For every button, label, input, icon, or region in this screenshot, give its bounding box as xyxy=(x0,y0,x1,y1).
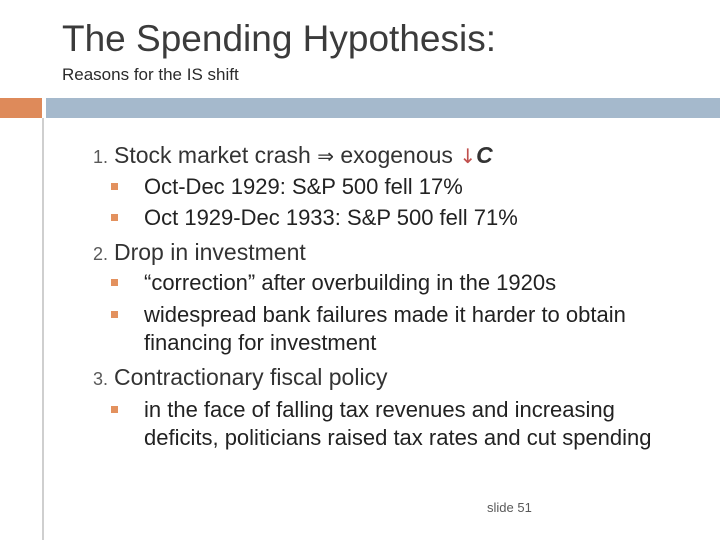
down-arrow-icon: ↓ xyxy=(459,144,477,168)
sub-item-text: Oct 1929-Dec 1933: S&P 500 fell 71% xyxy=(144,205,518,230)
slide-title: The Spending Hypothesis: xyxy=(62,18,496,59)
item-text: Drop in investment xyxy=(114,239,306,265)
sub-item-text: widespread bank failures made it harder … xyxy=(144,302,626,355)
sub-item-text: in the face of falling tax revenues and … xyxy=(144,397,652,450)
item-number: 2. xyxy=(92,244,108,264)
sub-item-text: “correction” after overbuilding in the 1… xyxy=(144,270,557,295)
bullet-icon xyxy=(111,183,118,190)
slide-subtitle: Reasons for the IS shift xyxy=(62,65,239,84)
item-text: Contractionary fiscal policy xyxy=(114,364,388,390)
item-number: 1. xyxy=(92,147,108,167)
item-number: 3. xyxy=(92,369,108,389)
header-bar xyxy=(46,98,720,118)
item-text: Stock market crash ⇒ exogenous ↓C xyxy=(114,142,493,168)
left-divider-line xyxy=(42,118,44,540)
slide-number: slide 51 xyxy=(487,500,532,515)
bullet-icon xyxy=(111,406,118,413)
bullet-icon xyxy=(111,311,118,318)
consumption-variable: C xyxy=(476,142,493,168)
header-accent-bar xyxy=(0,98,42,118)
bullet-icon xyxy=(111,214,118,221)
sub-item-text: Oct-Dec 1929: S&P 500 fell 17% xyxy=(144,174,463,199)
bullet-icon xyxy=(111,279,118,286)
implies-arrow-icon: ⇒ xyxy=(317,144,334,168)
